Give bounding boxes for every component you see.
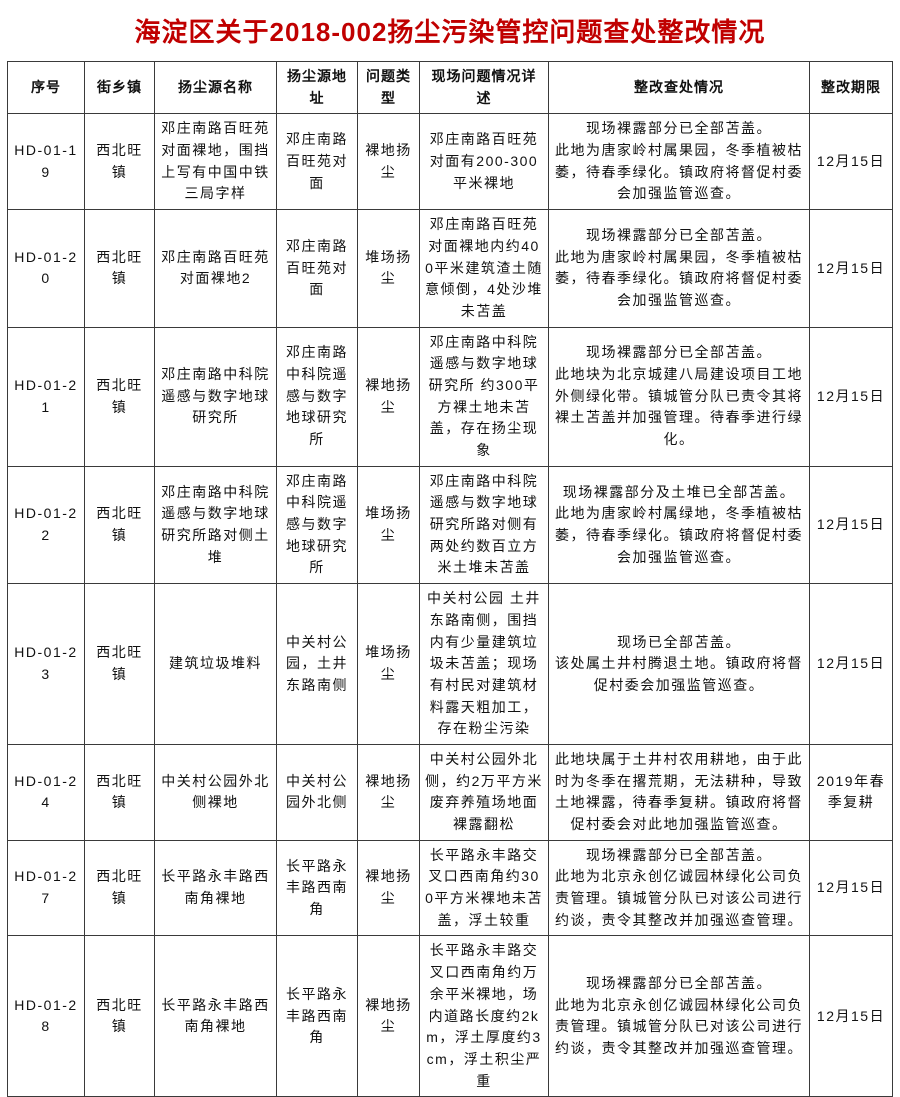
cell-deadline: 12月15日 (809, 113, 893, 211)
cell-deadline: 12月15日 (809, 326, 893, 467)
col-header-town: 街乡镇 (84, 60, 155, 115)
cell-rectification: 此地块属于土井村农用耕地，由于此时为冬季在撂荒期，无法耕种，导致土地裸露，待春季… (548, 743, 810, 841)
cell-town: 西北旺镇 (84, 326, 155, 467)
cell-source-address: 中关村公园外北侧 (276, 743, 358, 841)
cell-source-name: 邓庄南路百旺苑对面裸地2 (154, 209, 277, 328)
cell-source-address: 长平路永丰路西南角 (276, 935, 358, 1097)
cell-problem-detail: 长平路永丰路交叉口西南角约万余平米裸地，场内道路长度约2km，浮土厚度约3cm，… (419, 935, 549, 1097)
col-header-rectification: 整改查处情况 (548, 60, 810, 115)
cell-rectification: 现场裸露部分已全部苫盖。 此地为唐家岭村属果园，冬季植被枯萎，待春季绿化。镇政府… (548, 113, 810, 211)
cell-problem-type: 堆场扬尘 (357, 209, 420, 328)
col-header-deadline: 整改期限 (809, 60, 893, 115)
cell-source-name: 邓庄南路中科院遥感与数字地球研究所路对侧土堆 (154, 465, 277, 585)
cell-id: HD-01-22 (7, 465, 85, 585)
cell-town: 西北旺镇 (84, 743, 155, 841)
table-row: HD-01-19 西北旺镇 邓庄南路百旺苑对面裸地，围挡上写有中国中铁三局字样 邓庄南… (7, 113, 893, 211)
col-header-problem-type: 问题类型 (357, 60, 420, 115)
table-row: HD-01-23 西北旺镇 建筑垃圾堆料 中关村公园，土井东路南侧 堆场扬尘 中关村公园 … (7, 583, 893, 745)
cell-id: HD-01-19 (7, 113, 85, 211)
cell-problem-type: 堆场扬尘 (357, 465, 420, 585)
table-row: HD-01-24 西北旺镇 中关村公园外北侧裸地 中关村公园外北侧 裸地扬尘 中关村公园外… (7, 743, 893, 841)
cell-town: 西北旺镇 (84, 935, 155, 1097)
cell-id: HD-01-21 (7, 326, 85, 467)
cell-source-name: 中关村公园外北侧裸地 (154, 743, 277, 841)
cell-problem-type: 裸地扬尘 (357, 113, 420, 211)
cell-deadline: 12月15日 (809, 465, 893, 585)
col-header-source-addr: 扬尘源地址 (276, 60, 358, 115)
table-body: HD-01-19 西北旺镇 邓庄南路百旺苑对面裸地，围挡上写有中国中铁三局字样 邓庄南… (7, 113, 893, 1097)
cell-deadline: 12月15日 (809, 583, 893, 745)
cell-source-name: 建筑垃圾堆料 (154, 583, 277, 745)
col-header-problem-detail: 现场问题情况详述 (419, 60, 549, 115)
cell-problem-detail: 中关村公园 土井东路南侧，围挡内有少量建筑垃圾未苫盖；现场有村民对建筑材料露天粗… (419, 583, 549, 745)
cell-id: HD-01-20 (7, 209, 85, 328)
cell-source-address: 邓庄南路中科院遥感与数字地球研究所 (276, 326, 358, 467)
cell-deadline: 12月15日 (809, 935, 893, 1097)
cell-source-address: 邓庄南路百旺苑对面 (276, 113, 358, 211)
cell-rectification: 现场裸露部分已全部苫盖。 此地为北京永创亿诚园林绿化公司负责管理。镇城管分队已对… (548, 839, 810, 937)
cell-deadline: 12月15日 (809, 209, 893, 328)
page-title: 海淀区关于2018-002扬尘污染管控问题查处整改情况 (134, 17, 766, 47)
cell-id: HD-01-28 (7, 935, 85, 1097)
cell-id: HD-01-24 (7, 743, 85, 841)
cell-source-address: 长平路永丰路西南角 (276, 839, 358, 937)
cell-rectification: 现场已全部苫盖。 该处属土井村腾退土地。镇政府将督促村委会加强监管巡查。 (548, 583, 810, 745)
cell-problem-detail: 邓庄南路中科院遥感与数字地球研究所 约300平方裸土地未苫盖，存在扬尘现象 (419, 326, 549, 467)
cell-town: 西北旺镇 (84, 113, 155, 211)
table-row: HD-01-27 西北旺镇 长平路永丰路西南角裸地 长平路永丰路西南角 裸地扬尘 长平路永… (7, 839, 893, 937)
cell-rectification: 现场裸露部分及土堆已全部苫盖。 此地为唐家岭村属绿地，冬季植被枯萎，待春季绿化。… (548, 465, 810, 585)
cell-deadline: 2019年春季复耕 (809, 743, 893, 841)
table-row: HD-01-28 西北旺镇 长平路永丰路西南角裸地 长平路永丰路西南角 裸地扬尘 长平路永… (7, 935, 893, 1097)
cell-problem-detail: 邓庄南路中科院遥感与数字地球研究所路对侧有两处约数百立方米土堆未苫盖 (419, 465, 549, 585)
cell-deadline: 12月15日 (809, 839, 893, 937)
rectification-table: 序号 街乡镇 扬尘源名称 扬尘源地址 问题类型 现场问题情况详述 整改查处情况 … (7, 60, 893, 1097)
cell-problem-type: 裸地扬尘 (357, 743, 420, 841)
cell-problem-detail: 邓庄南路百旺苑对面有200-300平米裸地 (419, 113, 549, 211)
cell-problem-type: 裸地扬尘 (357, 839, 420, 937)
cell-source-address: 邓庄南路中科院遥感与数字地球研究所 (276, 465, 358, 585)
table-row: HD-01-20 西北旺镇 邓庄南路百旺苑对面裸地2 邓庄南路百旺苑对面 堆场扬尘 邓庄南… (7, 209, 893, 328)
cell-town: 西北旺镇 (84, 209, 155, 328)
cell-problem-detail: 中关村公园外北侧，约2万平方米废弃养殖场地面裸露翻松 (419, 743, 549, 841)
cell-problem-type: 裸地扬尘 (357, 935, 420, 1097)
cell-town: 西北旺镇 (84, 583, 155, 745)
cell-town: 西北旺镇 (84, 839, 155, 937)
cell-rectification: 现场裸露部分已全部苫盖。 此地为北京永创亿诚园林绿化公司负责管理。镇城管分队已对… (548, 935, 810, 1097)
cell-id: HD-01-23 (7, 583, 85, 745)
cell-source-name: 长平路永丰路西南角裸地 (154, 935, 277, 1097)
table-row: HD-01-21 西北旺镇 邓庄南路中科院遥感与数字地球研究所 邓庄南路中科院遥感与数… (7, 326, 893, 467)
cell-town: 西北旺镇 (84, 465, 155, 585)
cell-rectification: 现场裸露部分已全部苫盖。 此地块为北京城建八局建设项目工地外侧绿化带。镇城管分队… (548, 326, 810, 467)
table-row: HD-01-22 西北旺镇 邓庄南路中科院遥感与数字地球研究所路对侧土堆 邓庄南路中科… (7, 465, 893, 585)
cell-source-name: 邓庄南路中科院遥感与数字地球研究所 (154, 326, 277, 467)
cell-id: HD-01-27 (7, 839, 85, 937)
cell-source-address: 中关村公园，土井东路南侧 (276, 583, 358, 745)
cell-problem-type: 裸地扬尘 (357, 326, 420, 467)
cell-source-name: 邓庄南路百旺苑对面裸地，围挡上写有中国中铁三局字样 (154, 113, 277, 211)
cell-problem-detail: 邓庄南路百旺苑对面裸地内约400平米建筑渣土随意倾倒，4处沙堆未苫盖 (419, 209, 549, 328)
cell-problem-type: 堆场扬尘 (357, 583, 420, 745)
col-header-serial: 序号 (7, 60, 85, 115)
cell-source-address: 邓庄南路百旺苑对面 (276, 209, 358, 328)
cell-source-name: 长平路永丰路西南角裸地 (154, 839, 277, 937)
cell-rectification: 现场裸露部分已全部苫盖。 此地为唐家岭村属果园，冬季植被枯萎，待春季绿化。镇政府… (548, 209, 810, 328)
col-header-source-name: 扬尘源名称 (154, 60, 277, 115)
header-row: 序号 街乡镇 扬尘源名称 扬尘源地址 问题类型 现场问题情况详述 整改查处情况 … (7, 60, 893, 115)
cell-problem-detail: 长平路永丰路交叉口西南角约300平方米裸地未苫盖，浮土较重 (419, 839, 549, 937)
